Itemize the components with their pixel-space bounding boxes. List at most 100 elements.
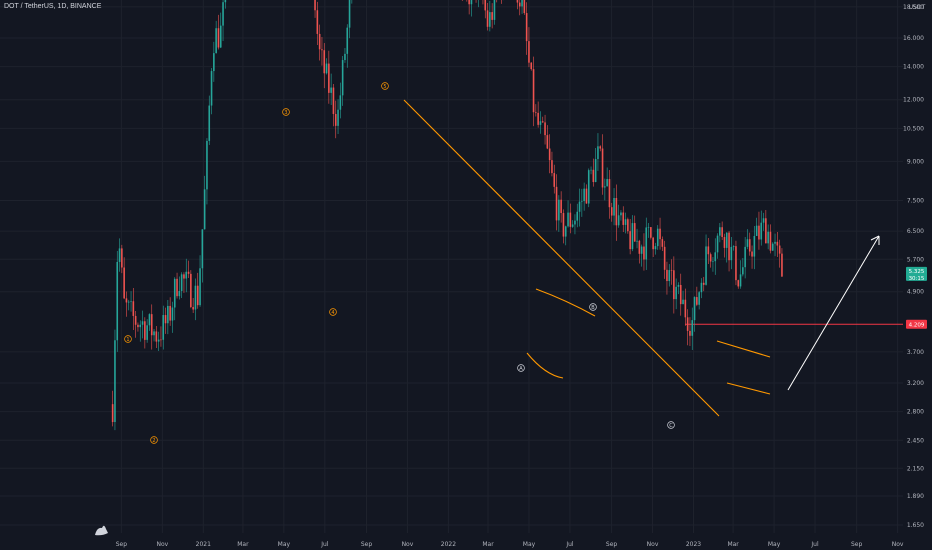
candle-body [532,69,535,113]
x-tick-label: Jul [565,541,574,548]
candle-body [187,271,190,274]
wave-label-circle [124,335,132,343]
y-tick-label: 6.500 [907,228,924,235]
candle-body [778,245,781,254]
candle-body [491,12,493,20]
candle-body [709,254,712,262]
wave-label: 1 [126,337,129,343]
x-tick-label: 2022 [441,541,456,548]
candle-body [185,271,188,279]
candle-body [744,246,746,268]
candle-body [673,270,675,300]
candle-body [521,0,523,7]
candle-body [206,140,208,190]
candle-body [562,213,565,237]
last-price-countdown: 30:15 [909,276,925,282]
candle-body [535,112,537,113]
candle-body [121,248,123,268]
candle-body [631,223,634,250]
candle-body [150,314,153,336]
candle-body [700,282,703,293]
candle-body [169,305,171,321]
candle-body [769,231,772,251]
horizontal-levels [685,323,903,325]
price-axis[interactable]: USDT116.000100.00088.00075.50065.50057.5… [899,0,932,550]
y-tick-label: 16.000 [903,35,924,42]
candle-body [346,27,349,54]
candle-body [194,285,197,310]
wave-label: 3 [284,110,287,116]
candle-body [679,284,682,305]
x-tick-label: Nov [892,541,904,548]
candle-body [597,146,599,160]
candle-body [624,219,627,225]
candle-body [210,71,213,106]
y-tick-label: 2.150 [907,465,924,472]
candle-body [650,227,652,238]
candle-body [663,246,666,270]
y-tick-label: 18.500 [903,4,924,11]
candle-body [668,270,671,282]
candle-body [696,297,698,305]
y-tick-label: 1.650 [907,522,924,529]
candle-body [155,331,158,342]
y-tick-label: 9.000 [907,158,924,165]
x-tick-label: Mar [237,541,249,548]
candle-body [217,28,220,48]
candle-body [647,227,650,228]
candle-body [560,199,562,214]
candle-body [571,224,574,227]
wave-label: B [591,305,595,311]
candle-body [755,225,758,236]
candle-body [516,0,519,3]
candle-body [316,10,319,34]
candle-body [116,261,119,341]
candle-body [530,62,533,70]
candle-body [348,0,351,28]
candle-body [332,87,335,114]
time-axis[interactable]: Sep Nov 2021 Mar May Jul Sep Nov 2022 Mar May Jul Se… [116,541,904,548]
candle-body [528,41,530,63]
candle-body [587,170,590,204]
candle-body [712,261,714,262]
wave-label-circle [589,303,597,311]
candle-body [341,60,344,96]
candle-body [489,12,491,27]
y-tick-label: 7.500 [907,197,924,204]
candle-body [328,63,330,93]
candle-body [215,28,217,54]
candle-body [620,212,622,216]
tradingview-logo-icon [95,525,108,536]
candle-body [753,235,756,257]
channel-lower-arc [526,352,564,379]
candle-body [180,274,183,291]
wave-label: C [669,423,673,429]
candle-body [723,237,726,248]
candle-body [659,228,661,240]
x-tick-label: Jul [320,541,329,548]
x-tick-label: May [278,541,291,548]
wave-label: 5 [383,84,386,90]
candle-body [551,160,553,174]
wave-label-circle [150,436,158,444]
x-tick-label: Sep [116,541,128,548]
candle-body [604,186,606,188]
candle-body [686,317,689,331]
x-tick-label: Sep [361,541,373,548]
candle-body [606,179,608,187]
wave-label-circle [282,108,290,116]
candle-body [118,248,121,262]
candle-body [746,239,749,247]
candle-body [702,282,705,285]
y-tick-label: 3.700 [907,349,924,356]
candle-body [553,173,556,187]
candle-body [622,212,625,225]
symbol-title: DOT / TetherUS, 1D, BINANCE [4,3,102,10]
candle-body [564,226,567,237]
candle-body [652,237,654,250]
candle-body [173,278,176,308]
y-tick-label: 10.500 [903,125,924,132]
candle-body [771,243,774,251]
candle-body [201,229,204,269]
